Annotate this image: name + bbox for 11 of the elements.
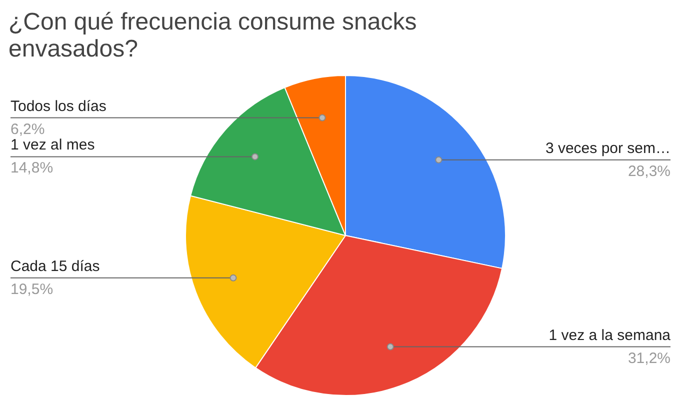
slice-label: Todos los días [10, 98, 106, 115]
slice-label: Cada 15 días [10, 258, 100, 275]
slice-label: 1 vez al mes [10, 136, 95, 154]
data-label: 6,2% [10, 120, 45, 138]
data-label: 28,3% [628, 162, 671, 180]
slice-label: 1 vez a la semana [548, 326, 672, 344]
data-label: 31,2% [628, 350, 671, 367]
data-label: 19,5% [10, 280, 54, 298]
slice-label: 3 veces por sem… [545, 140, 670, 157]
chart-title: ¿Con qué frecuencia consume snacks envasados? [8, 8, 417, 62]
data-label: 14,8% [10, 160, 54, 177]
